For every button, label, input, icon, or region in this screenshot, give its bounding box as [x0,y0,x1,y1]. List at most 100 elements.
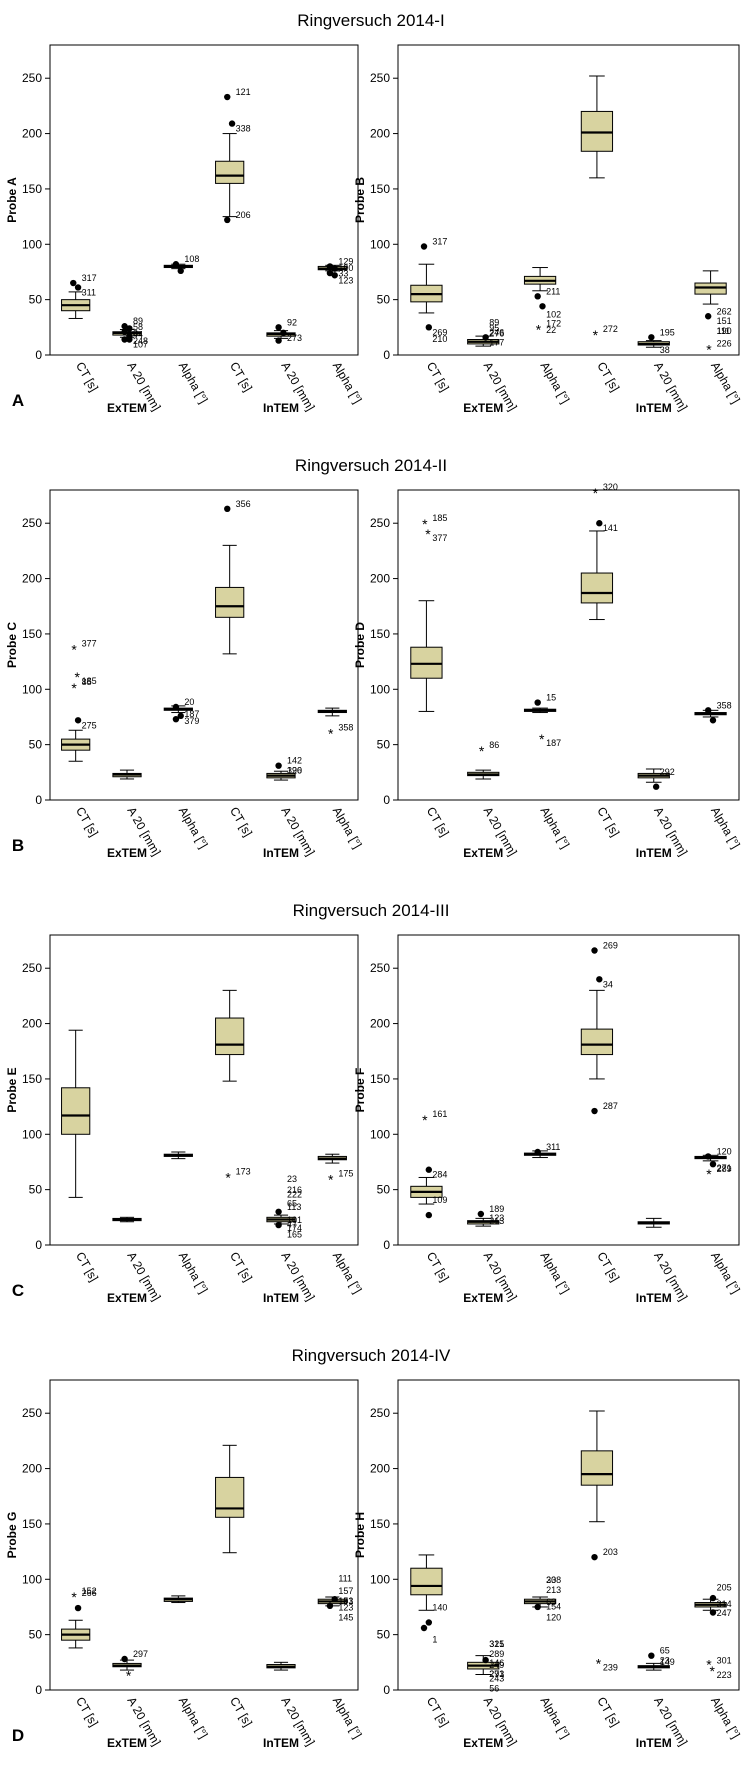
outlier-label: 177 [489,337,504,347]
row-title: Ringversuch 2014-II [295,456,447,475]
group-label: InTEM [263,1736,299,1750]
plot-frame [49,44,359,356]
outlier-label: 154 [546,1601,561,1611]
y-tick-label: 250 [22,516,42,530]
box-5: * 175 [317,1153,353,1188]
outlier-label: 86 [489,740,499,750]
box-3: * 173 [215,989,251,1185]
outlier-label: 297 [133,1649,148,1659]
outlier-label: 189 [489,1204,504,1214]
outlier-point [425,1211,433,1219]
outlier-point [172,261,180,268]
outlier-label: 211 [546,286,560,296]
box-3: 269 34 287 [580,941,618,1115]
y-tick-label: 200 [370,127,390,141]
group-label: ExTEM [463,401,503,415]
x-tick-label: CT [s] [73,360,101,395]
outlier-label: 142 [287,756,302,766]
outlier-point [420,243,428,250]
x-tick-label: CT [s] [424,1695,452,1730]
outlier-label: 111 [717,326,731,336]
outlier-point [709,1160,717,1168]
outlier-point [121,328,128,335]
outlier-label: 101 [287,1215,302,1225]
box-iqr [580,1028,614,1056]
outlier-point [425,1166,433,1173]
box-3: 203 * 239 [580,1410,618,1672]
y-tick-label: 250 [370,1406,390,1420]
outlier-label: 243 [489,1673,504,1683]
outlier-label: 161 [432,1109,447,1119]
outlier-label: 273 [489,1669,504,1679]
x-tick-label: Alpha [°] [708,1695,742,1741]
plot-frame [49,489,359,801]
outlier-label: 246 [489,327,504,337]
outlier-label: 8 [133,328,138,338]
outlier-point [74,717,82,724]
extreme-point: * [596,1655,602,1671]
outlier-label: 222 [287,1190,302,1200]
box-iqr [580,572,614,604]
outlier-label: 213 [546,1585,561,1595]
x-tick-label: Alpha [°] [330,1250,365,1296]
x-tick-label: CT [s] [227,1695,255,1730]
y-tick-label: 50 [29,1183,43,1197]
outlier-point [275,762,282,769]
outlier-point [425,1619,433,1626]
x-tick-label: CT [s] [594,360,622,395]
outlier-label: 239 [603,1662,618,1672]
outlier-label: 272 [603,324,618,334]
outlier-label: 390 [287,766,302,776]
outlier-label: 377 [82,638,97,648]
box-0 [61,1029,91,1198]
x-tick-label: Alpha [°] [708,805,742,851]
x-tick-label: CT [s] [227,360,255,395]
box-iqr [61,1087,91,1135]
outlier-point [704,707,712,714]
box-3: 121 338 206 [215,87,251,224]
y-tick-label: 100 [370,1127,390,1141]
outlier-label: 89 [489,317,499,327]
extreme-point: * [593,485,599,501]
y-tick-label: 200 [370,1017,390,1031]
x-tick-label: Alpha [°] [330,1695,365,1741]
outlier-label: 226 [717,338,732,348]
outlier-point [224,505,231,513]
outlier-point [326,263,334,270]
y-tick-label: 0 [35,793,42,807]
extreme-point: * [71,680,77,696]
y-tick-label: 200 [22,127,42,141]
x-tick-label: CT [s] [424,360,452,395]
plot-frame [397,934,740,1246]
outlier-label: 213 [489,1216,504,1226]
outlier-label: 203 [603,1547,618,1557]
outlier-point [275,1208,282,1215]
outlier-label: 291 [489,1669,504,1679]
extreme-point: * [539,731,545,747]
extreme-point: * [422,516,428,532]
outlier-label: 377 [432,533,447,543]
outlier-label: 145 [338,1613,353,1623]
outlier-point [652,783,660,790]
y-tick-label: 250 [22,1406,42,1420]
outlier-point [534,1148,541,1156]
group-label: ExTEM [107,401,147,415]
boxplot-panel: 0 50 100 150 200 250 Probe F * 161 284 109 CT [s] 18… [353,934,742,1305]
group-label: InTEM [636,1736,672,1750]
y-tick-label: 250 [370,961,390,975]
x-tick-label: CT [s] [424,805,452,840]
outlier-label: 140 [432,1603,447,1613]
x-tick-label: CT [s] [73,805,101,840]
outlier-label: 15 [546,693,556,703]
outlier-label: 269 [432,327,447,337]
box-1 [112,769,142,780]
outlier-label: 120 [717,1146,732,1156]
outlier-label: 107 [133,340,148,350]
group-label: InTEM [263,401,299,415]
box-iqr [694,282,727,295]
